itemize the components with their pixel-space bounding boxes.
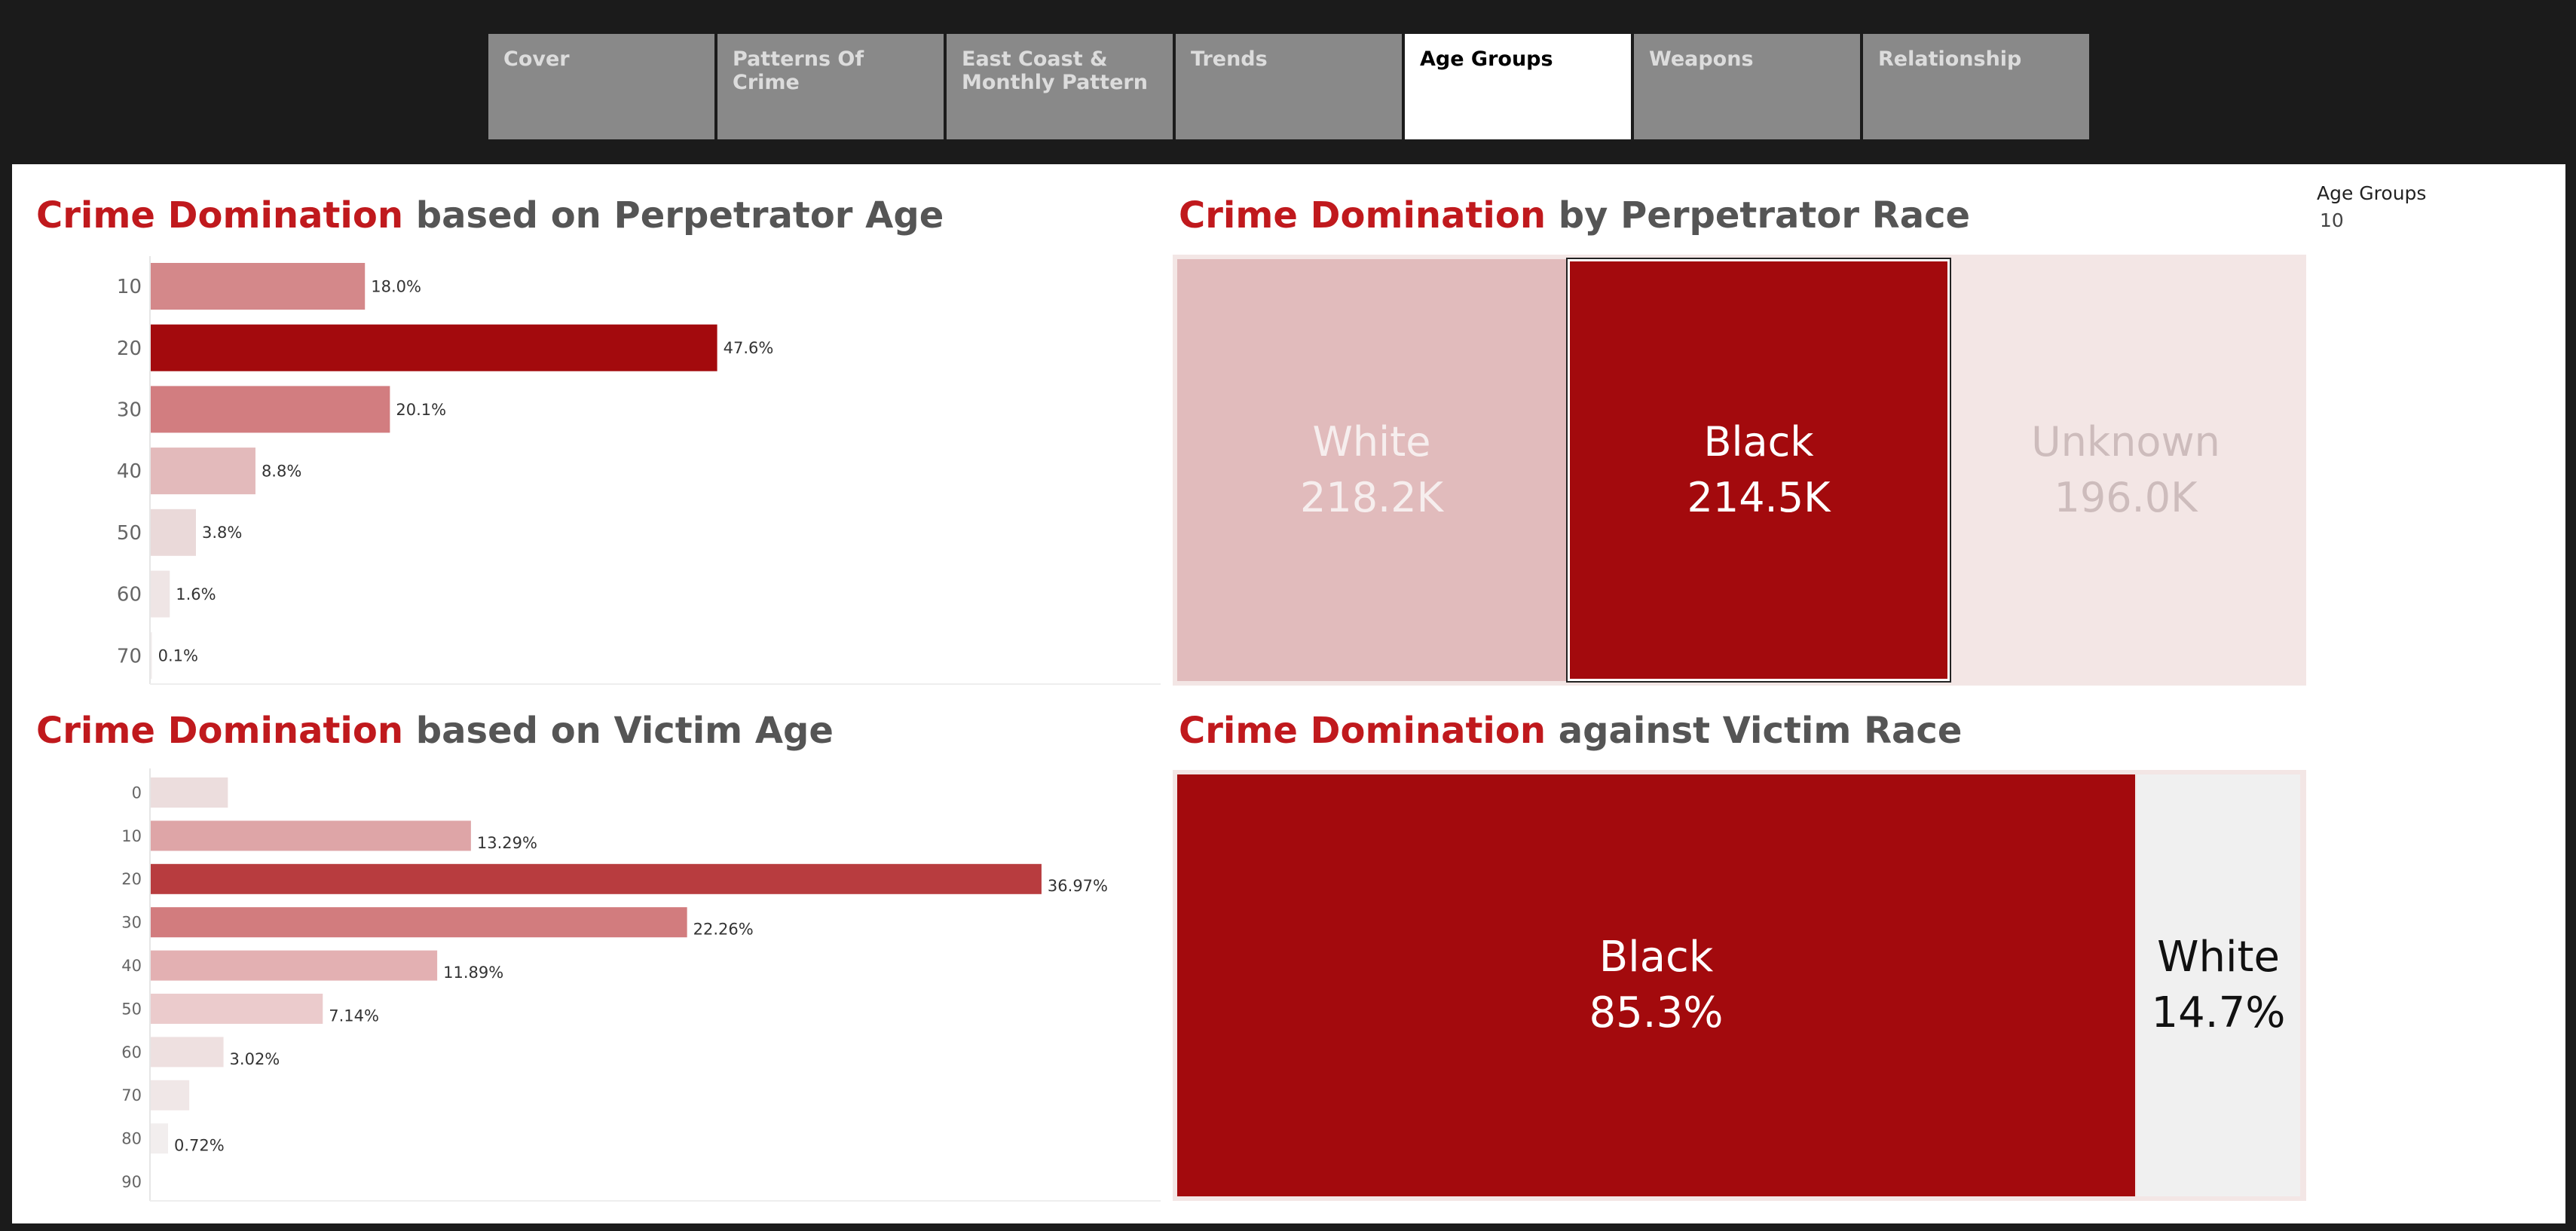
category-label: 70 <box>121 1086 142 1104</box>
victim-age-title: Crime Domination based on Victim Age <box>36 710 834 752</box>
treemap-label: Black 214.5K <box>1568 414 1950 526</box>
treemap-value: 214.5K <box>1687 474 1831 521</box>
data-label: 3.8% <box>202 524 242 542</box>
data-label: 47.6% <box>724 339 774 357</box>
data-label: 3.02% <box>230 1050 280 1068</box>
tab-east-coast-monthly[interactable]: East Coast & Monthly Pattern <box>947 34 1173 139</box>
tab-weapons[interactable]: Weapons <box>1634 34 1860 139</box>
data-label: 18.0% <box>371 277 421 295</box>
bar[interactable] <box>151 994 323 1024</box>
treemap-name: White <box>2157 933 2280 982</box>
data-label: 13.29% <box>477 834 537 852</box>
victim-race-treemap: Black 85.3% White 14.7% <box>1173 770 2306 1201</box>
data-label: 20.1% <box>396 401 446 419</box>
treemap-value: 218.2K <box>1299 474 1443 521</box>
treemap-value: 196.0K <box>2054 474 2198 521</box>
tab-relationship[interactable]: Relationship <box>1863 34 2089 139</box>
bar[interactable] <box>151 570 170 618</box>
data-label: 7.14% <box>329 1006 379 1025</box>
category-label: 30 <box>121 914 142 932</box>
tab-cover[interactable]: Cover <box>488 34 714 139</box>
perp-race-title: Crime Domination by Perpetrator Race <box>1179 194 1971 237</box>
bar[interactable] <box>151 509 197 556</box>
bar[interactable] <box>151 324 717 371</box>
category-label: 50 <box>121 1000 142 1018</box>
treemap-label: White 218.2K <box>1177 414 1566 526</box>
perp-age-bar-chart: 10 18.0% 20 47.6% 30 20.1% 40 8.8% 50 3.8% 60 1.6% 7… <box>117 256 1161 685</box>
treemap-cell-white[interactable] <box>1177 259 1566 681</box>
age-groups-filter-value[interactable]: 10 <box>2320 209 2344 231</box>
data-label: 36.97% <box>1048 877 1108 895</box>
category-label: 30 <box>117 399 142 422</box>
treemap-cell-black[interactable] <box>1566 258 1951 683</box>
category-label: 50 <box>117 522 142 545</box>
bar[interactable] <box>151 1037 224 1068</box>
victim-age-bar-chart: 0 10 13.29% 20 36.97% 30 22.26% 40 11.89% 50 7.14%… <box>121 768 1161 1202</box>
data-label: 0.72% <box>174 1137 225 1155</box>
tab-trends[interactable]: Trends <box>1176 34 1402 139</box>
category-label: 0 <box>132 784 142 802</box>
data-label: 1.6% <box>176 585 216 603</box>
bar[interactable] <box>151 632 152 680</box>
bar[interactable] <box>151 447 255 495</box>
category-label: 10 <box>121 827 142 845</box>
treemap-label: White 14.7% <box>2137 930 2300 1041</box>
bar[interactable] <box>151 1080 190 1110</box>
treemap-name: Black <box>1599 933 1714 982</box>
category-label: 80 <box>121 1130 142 1148</box>
category-label: 10 <box>117 276 142 298</box>
bar[interactable] <box>151 863 1042 894</box>
category-label: 20 <box>117 338 142 360</box>
age-groups-filter-label: Age Groups <box>2317 182 2427 204</box>
data-label: 22.26% <box>693 921 754 939</box>
category-label: 70 <box>117 645 142 667</box>
treemap-label: Unknown 196.0K <box>1951 414 2300 526</box>
treemap-name: Unknown <box>2031 418 2220 466</box>
bar[interactable] <box>151 386 390 433</box>
category-label: 60 <box>117 584 142 606</box>
category-label: 20 <box>121 870 142 888</box>
category-label: 90 <box>121 1173 142 1191</box>
data-label: 11.89% <box>443 964 503 982</box>
treemap-name: Black <box>1703 418 1814 466</box>
treemap-label: Black 85.3% <box>1177 930 2135 1041</box>
category-label: 40 <box>117 460 142 483</box>
category-label: 40 <box>121 957 142 975</box>
bar[interactable] <box>151 907 687 938</box>
bar[interactable] <box>151 820 471 851</box>
treemap-value: 14.7% <box>2151 988 2286 1037</box>
tab-patterns-of-crime[interactable]: Patterns Of Crime <box>717 34 944 139</box>
category-label: 60 <box>121 1043 142 1061</box>
victim-race-title: Crime Domination against Victim Race <box>1179 710 1963 752</box>
perp-age-title: Crime Domination based on Perpetrator Ag… <box>36 194 944 237</box>
tab-age-groups[interactable]: Age Groups <box>1405 34 1631 139</box>
treemap-name: White <box>1312 418 1431 466</box>
bar[interactable] <box>151 950 438 981</box>
perp-race-treemap: White 218.2K Black 214.5K Unknown 196.0K <box>1173 255 2306 686</box>
bar[interactable] <box>151 263 366 310</box>
bar[interactable] <box>151 1123 169 1154</box>
treemap-value: 85.3% <box>1589 988 1724 1037</box>
treemap-cell-unknown[interactable] <box>1951 259 2300 681</box>
data-label: 0.1% <box>158 647 198 665</box>
dashboard-tabs: Cover Patterns Of Crime East Coast & Mon… <box>488 34 2092 139</box>
treemap-cell-black[interactable] <box>1177 774 2135 1196</box>
data-label: 8.8% <box>262 462 301 480</box>
bar[interactable] <box>151 777 228 808</box>
treemap-cell-white[interactable] <box>2137 774 2300 1196</box>
